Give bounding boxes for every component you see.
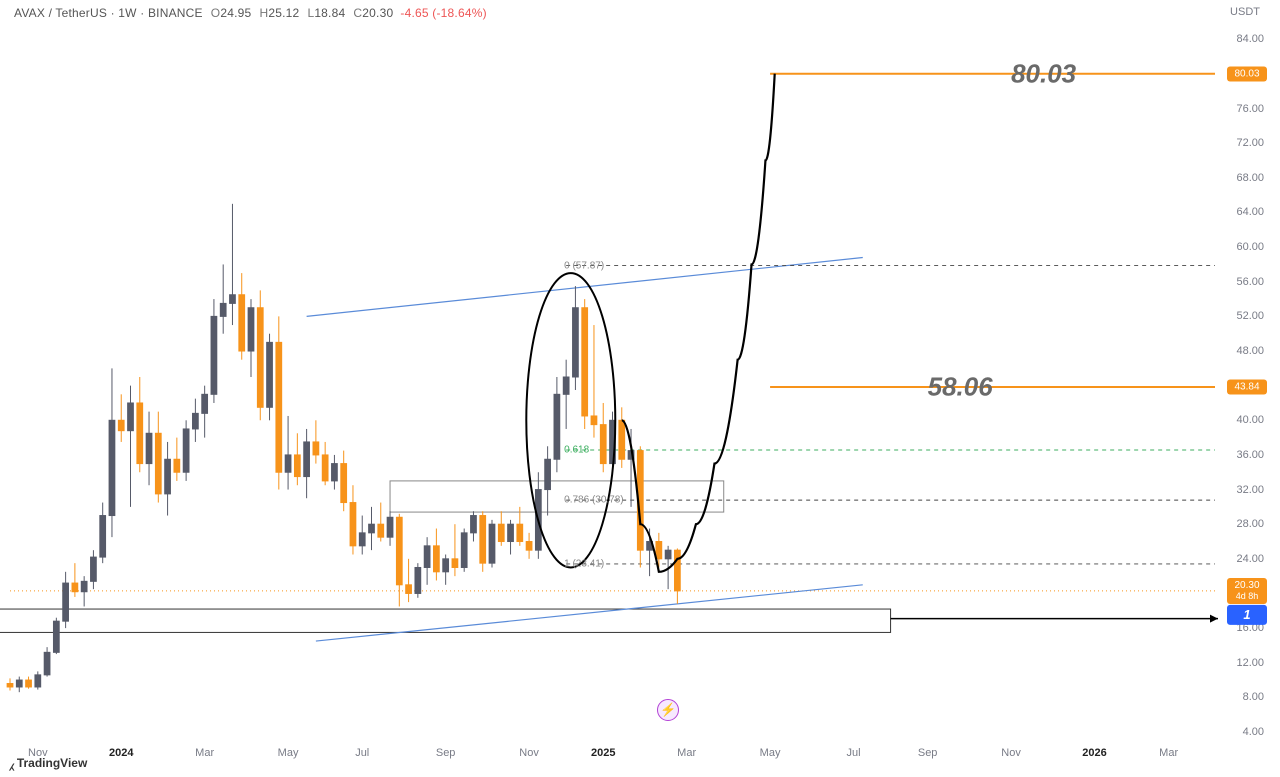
target-label: 80.03 <box>1011 58 1076 89</box>
x-axis-tick: May <box>760 747 781 759</box>
y-axis-tick: 72.00 <box>1222 137 1264 149</box>
x-axis-tick: Nov <box>519 747 539 759</box>
lightning-icon: ⚡ <box>657 699 679 721</box>
chart-header: AVAX / TetherUS · 1W · BINANCE O24.95 H2… <box>14 6 487 20</box>
y-axis-tick: 12.00 <box>1222 657 1264 669</box>
y-axis-title: USDT <box>1230 6 1260 18</box>
price-axis-tag: 20.304d 8h <box>1227 578 1267 604</box>
y-axis-tick: 84.00 <box>1222 33 1264 45</box>
y-axis-tick: 68.00 <box>1222 172 1264 184</box>
y-axis-tick: 36.00 <box>1222 449 1264 461</box>
price-axis-tag: 80.03 <box>1227 66 1267 81</box>
fib-level-label: 0.618 <box>564 444 589 455</box>
x-axis-tick: 2024 <box>109 747 133 759</box>
tradingview-logo: ⁁ TradingView <box>10 754 87 771</box>
x-axis-tick: 2025 <box>591 747 615 759</box>
fib-level-label: 0 (57.87) <box>564 260 604 271</box>
x-axis-tick: Mar <box>195 747 214 759</box>
y-axis-tick: 48.00 <box>1222 345 1264 357</box>
x-axis-tick: 2026 <box>1082 747 1106 759</box>
y-axis-tick: 8.00 <box>1222 691 1264 703</box>
x-axis-tick: Nov <box>1001 747 1021 759</box>
target-label: 58.06 <box>928 372 993 403</box>
y-axis-tick: 32.00 <box>1222 484 1264 496</box>
y-axis-tick: 52.00 <box>1222 310 1264 322</box>
x-axis-tick: Mar <box>677 747 696 759</box>
price-chart[interactable] <box>0 0 1280 777</box>
y-axis-tick: 60.00 <box>1222 241 1264 253</box>
price-axis-tag: 43.84 <box>1227 380 1267 395</box>
y-axis-tick: 40.00 <box>1222 414 1264 426</box>
y-axis-tick: 28.00 <box>1222 518 1264 530</box>
change-text: -4.65 (-18.64%) <box>400 6 486 20</box>
x-axis-tick: Jul <box>355 747 369 759</box>
x-axis-tick: May <box>278 747 299 759</box>
y-axis-tick: 56.00 <box>1222 276 1264 288</box>
y-axis-tick: 76.00 <box>1222 103 1264 115</box>
y-axis-tick: 24.00 <box>1222 553 1264 565</box>
x-axis-tick: Sep <box>918 747 938 759</box>
symbol-text: AVAX / TetherUS · 1W · BINANCE <box>14 6 203 20</box>
fib-level-label: 0.786 (30.78) <box>564 495 624 506</box>
fib-level-label: 1 (23.41) <box>564 558 604 569</box>
y-axis-tick: 4.00 <box>1222 726 1264 738</box>
y-axis-tick: 64.00 <box>1222 206 1264 218</box>
x-axis-tick: Sep <box>436 747 456 759</box>
x-axis-tick: Mar <box>1159 747 1178 759</box>
x-axis-tick: Jul <box>846 747 860 759</box>
price-axis-tag: 1 <box>1227 605 1267 625</box>
